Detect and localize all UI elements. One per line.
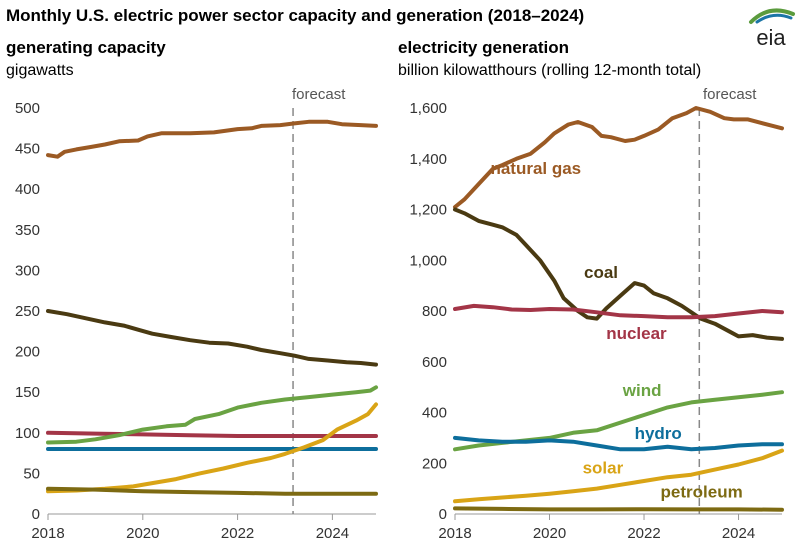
generation-y-tick-label: 1,200	[409, 202, 447, 219]
generation-units-label: billion kilowatthours (rolling 12-month …	[398, 62, 702, 79]
generation-chart: 0 200 400 600 800 1,000 1,200 1,400 1,600 2018 202…	[409, 86, 784, 542]
capacity-series-wind	[46, 385, 378, 445]
capacity-y-tick-label: 500	[15, 100, 40, 117]
generation-series-nuclear	[453, 303, 784, 320]
capacity-y-tick-label: 400	[15, 181, 40, 198]
capacity-x-tick-label: 2024	[316, 525, 349, 542]
generation-y-tick-label: 1,000	[409, 252, 447, 269]
generation-label-hydro: hydro	[635, 424, 682, 443]
logo-text: eia	[756, 25, 786, 50]
generation-label-wind: wind	[622, 381, 662, 400]
logo-arc-blue	[755, 13, 793, 24]
generation-label-solar: solar	[583, 458, 624, 477]
capacity-y-tick-label: 250	[15, 303, 40, 320]
generation-series-natural-gas	[453, 106, 784, 209]
generation-label-nuclear: nuclear	[606, 324, 667, 343]
logo-arc-green	[749, 8, 795, 24]
generation-y-tick-label: 600	[422, 354, 447, 371]
generation-x-tick-label: 2020	[533, 525, 566, 542]
generation-series-coal	[453, 207, 784, 341]
capacity-series-natural-gas	[46, 119, 378, 159]
capacity-y-tick-label: 0	[32, 506, 40, 523]
generation-series-solar	[453, 448, 784, 504]
generation-series-petroleum	[453, 506, 784, 512]
generation-label-coal: coal	[584, 263, 618, 282]
capacity-y-tick-label: 300	[15, 262, 40, 279]
capacity-y-tick-label: 200	[15, 344, 40, 361]
capacity-series-nuclear	[46, 430, 378, 438]
generation-y-tick-label: 1,400	[409, 151, 447, 168]
capacity-series-solar	[46, 402, 378, 494]
generation-y-tick-label: 800	[422, 303, 447, 320]
generation-panel-title: electricity generation	[398, 38, 570, 57]
generation-y-tick-label: 400	[422, 405, 447, 422]
capacity-forecast-label: forecast	[292, 86, 346, 103]
generation-y-tick-label: 1,600	[409, 100, 447, 117]
generation-x-tick-label: 2018	[438, 525, 471, 542]
eia-logo: eia	[743, 2, 799, 50]
capacity-x-tick-label: 2018	[31, 525, 64, 542]
capacity-chart: 0 50 100 150 200 250 300 350 400 450 500 2018 2020 20…	[15, 86, 378, 542]
capacity-series-petroleum	[46, 486, 378, 496]
generation-y-tick-label: 200	[422, 455, 447, 472]
capacity-y-tick-label: 150	[15, 384, 40, 401]
generation-x-tick-label: 2024	[722, 525, 755, 542]
generation-label-natural-gas: natural gas	[490, 159, 581, 178]
capacity-series-coal	[46, 309, 378, 367]
generation-label-petroleum: petroleum	[661, 483, 743, 502]
capacity-x-tick-label: 2020	[126, 525, 159, 542]
generation-forecast-label: forecast	[703, 86, 757, 103]
capacity-y-tick-label: 350	[15, 222, 40, 239]
capacity-y-tick-label: 100	[15, 425, 40, 442]
capacity-panel-title: generating capacity	[6, 38, 166, 57]
capacity-x-tick-label: 2022	[221, 525, 254, 542]
chart-main-title: Monthly U.S. electric power sector capac…	[6, 6, 585, 25]
capacity-units-label: gigawatts	[6, 62, 74, 79]
capacity-y-tick-label: 450	[15, 141, 40, 158]
generation-series-hydro	[453, 435, 784, 452]
capacity-y-tick-label: 50	[23, 465, 40, 482]
generation-x-tick-label: 2022	[627, 525, 660, 542]
generation-y-tick-label: 0	[439, 506, 447, 523]
